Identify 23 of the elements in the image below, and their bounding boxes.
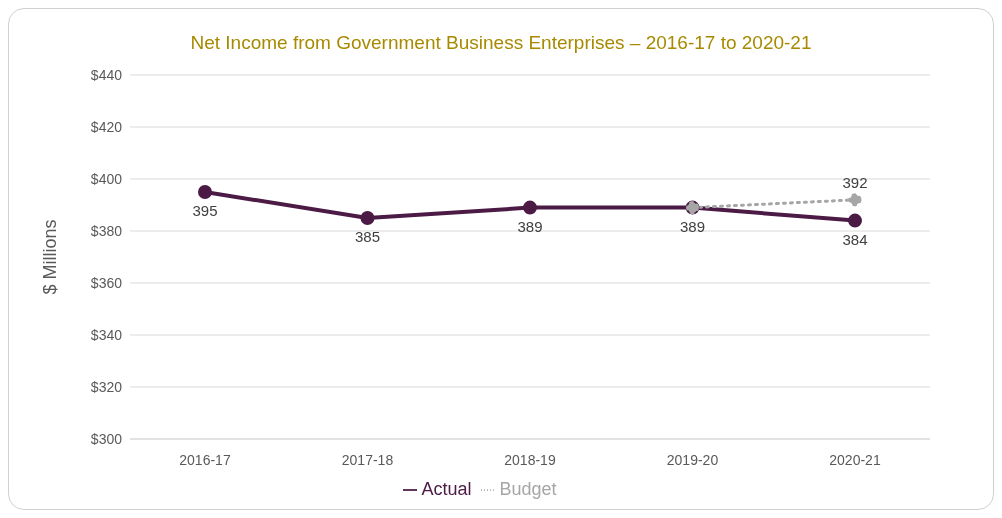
legend-label: Budget (499, 479, 557, 499)
y-tick-label: $400 (90, 170, 123, 187)
data-label: 389 (679, 217, 706, 235)
data-label: 395 (192, 202, 218, 219)
chart-title: Net Income from Government Business Enterprises – 2016-17 to 2020-21 (189, 32, 813, 54)
y-tick-label: $320 (90, 378, 123, 395)
x-tick-label: 2019-20 (666, 451, 719, 468)
y-tick-label: $340 (90, 326, 123, 343)
y-tick-label: $300 (90, 430, 123, 447)
x-tick-label: 2020-21 (829, 451, 881, 468)
x-tick-label: 2017-18 (341, 451, 394, 468)
data-label: 384 (842, 230, 868, 248)
y-tick-label: $380 (90, 222, 123, 239)
data-label: 389 (517, 217, 543, 235)
x-tick-label: 2016-17 (179, 451, 231, 468)
legend-label: Actual (421, 479, 472, 499)
y-tick-label: $360 (90, 274, 123, 291)
x-tick-label: 2018-19 (504, 451, 556, 468)
y-axis-title: $ Millions (40, 219, 61, 295)
y-tick-label: $440 (90, 66, 123, 83)
y-tick-label: $420 (90, 118, 123, 135)
data-label: 385 (354, 228, 381, 245)
data-label: 392 (842, 173, 868, 191)
